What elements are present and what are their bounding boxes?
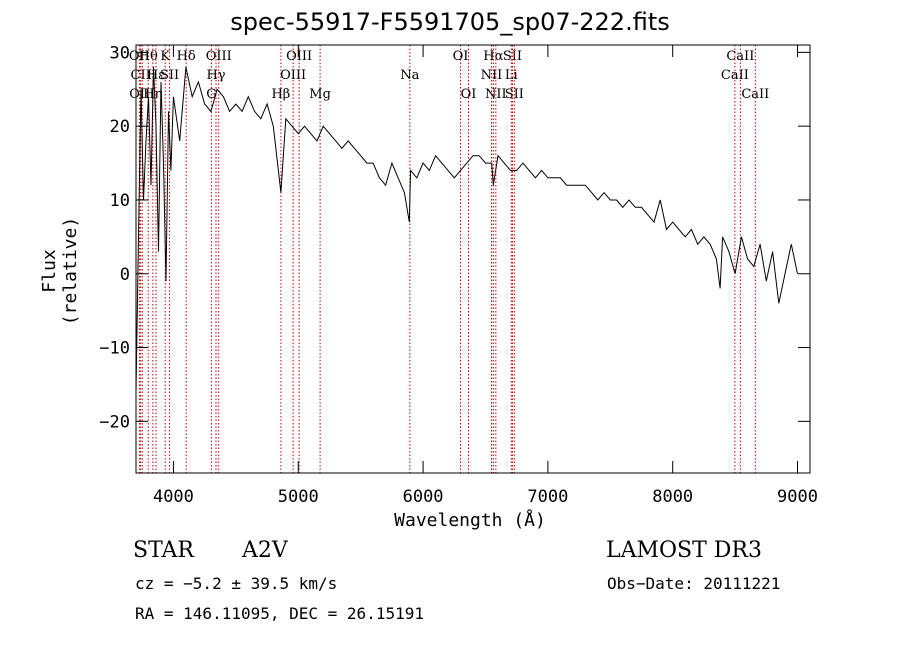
x-axis-label: Wavelength (Å) [394, 510, 546, 531]
line-label-22: Li [505, 68, 518, 83]
line-label-25: CaII [721, 68, 749, 83]
line-label-7: SII [160, 68, 179, 83]
line-label-26: CaII [726, 49, 754, 64]
x-tick-label-5000: 5000 [278, 487, 319, 507]
line-label-6: K [160, 49, 170, 64]
y-tick-label-20: 20 [110, 117, 130, 137]
line-label-20: Hα [483, 49, 503, 64]
y-tick-label-0: 0 [120, 265, 130, 285]
obs-date: Obs−Date: 20111221 [607, 574, 781, 593]
line-label-16: Na [400, 68, 419, 83]
line-label-18: OI [461, 87, 477, 102]
y-tick-label-10: 10 [110, 191, 130, 211]
line-label-8: Hδ [177, 49, 196, 64]
x-tick-label-8000: 8000 [652, 487, 693, 507]
spectrum-line [135, 66, 798, 392]
survey-name: LAMOST DR3 [606, 538, 762, 563]
y-axis-label: Flux (relative) [39, 216, 81, 326]
line-label-24: SII [505, 87, 524, 102]
line-label-19: NII [481, 68, 503, 83]
line-label-13: OIII [280, 68, 306, 83]
x-tick-label-7000: 7000 [527, 487, 568, 507]
redshift-cz: cz = −5.2 ± 39.5 km/s [135, 574, 338, 593]
object-subclass: A2V [242, 538, 288, 563]
line-label-10: Hγ [206, 68, 225, 83]
y-tick-label--20: −20 [99, 412, 130, 432]
chart-title: spec-55917-F5591705_sp07-222.fits [230, 8, 670, 36]
line-label-3: Hθ [139, 49, 158, 64]
line-label-15: Mg [309, 87, 331, 102]
line-label-9: G [206, 87, 216, 102]
line-label-5: Hε [147, 68, 165, 83]
y-tick-label--10: −10 [99, 339, 130, 359]
ra-dec: RA = 146.11095, DEC = 26.15191 [135, 604, 424, 623]
line-label-11: OIII [206, 49, 232, 64]
plot-frame [135, 44, 811, 474]
line-label-21: NII [485, 87, 507, 102]
x-tick-label-9000: 9000 [777, 487, 818, 507]
x-tick-label-4000: 4000 [153, 487, 194, 507]
x-tick-label-6000: 6000 [403, 487, 444, 507]
line-label-14: OIII [286, 49, 312, 64]
line-label-27: CaII [741, 87, 769, 102]
line-label-23: SII [503, 49, 522, 64]
y-tick-label-30: 30 [110, 43, 130, 63]
line-label-12: Hβ [271, 87, 290, 102]
object-class: STAR [133, 538, 194, 563]
line-label-17: OI [453, 49, 469, 64]
